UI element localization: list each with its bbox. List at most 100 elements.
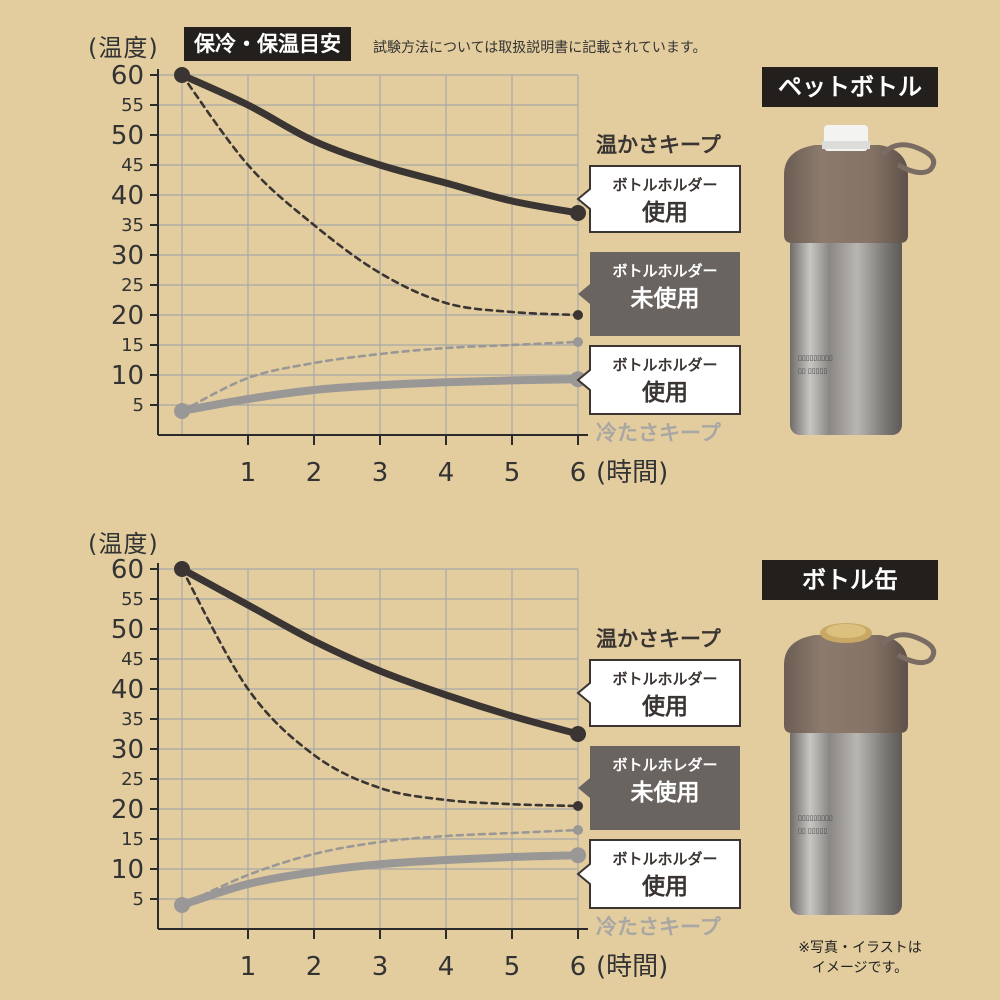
svg-text:▯▯ ▯▯▯▯▯: ▯▯ ▯▯▯▯▯ bbox=[798, 827, 827, 835]
svg-text:▯▯ ▯▯▯▯▯: ▯▯ ▯▯▯▯▯ bbox=[798, 367, 827, 375]
chart1-y-tick-label: 10 bbox=[111, 855, 144, 885]
chart1-x-tick-label: 4 bbox=[438, 952, 455, 982]
product-title-pet-bottle: ペットボトル bbox=[762, 67, 938, 107]
chart1-x-tick-label: 1 bbox=[240, 952, 257, 982]
y-unit-label-bottom: (温度) bbox=[88, 530, 159, 558]
footnote-line-1: ※写真・イラストは bbox=[798, 940, 922, 956]
chart1-y-tick-label: 40 bbox=[111, 675, 144, 705]
chart1-y-tick-label: 45 bbox=[121, 649, 144, 670]
chart1-y-tick-label: 35 bbox=[121, 709, 144, 730]
chart0-x-tick-label: 5 bbox=[504, 458, 521, 488]
chart0-x-tick-label: 2 bbox=[306, 458, 323, 488]
chart1-callout-cold-with-holder-box bbox=[576, 839, 741, 909]
chart0-series-warm-solid-line bbox=[178, 71, 582, 217]
chart0-x-tick-label: 1 bbox=[240, 458, 257, 488]
chart0-y-tick-label: 60 bbox=[111, 61, 144, 91]
chart1-grid bbox=[158, 568, 579, 929]
chart0-callout-warm-with-holder-top: ボトルホルダー bbox=[612, 176, 717, 194]
chart1-series-warm-dashed-line bbox=[180, 567, 580, 808]
chart0-y-tick-label: 35 bbox=[121, 215, 144, 236]
chart0-y-tick-label: 25 bbox=[121, 275, 144, 296]
chart1-series-warm-dashed-end-point bbox=[573, 801, 583, 811]
chart1-cold-section-label: 冷たさキープ bbox=[596, 915, 722, 939]
chart0-y-tick-label: 5 bbox=[133, 395, 144, 416]
chart1-y-tick-label: 25 bbox=[121, 769, 144, 790]
chart0-y-tick-label: 30 bbox=[111, 241, 144, 271]
chart1-y-tick-label: 60 bbox=[111, 555, 144, 585]
section-heading: 保冷・保温目安 bbox=[184, 27, 351, 61]
chart0-warm-section-label: 温かさキープ bbox=[596, 133, 722, 157]
chart1-callout-cold-with-holder-bottom: 使用 bbox=[641, 874, 688, 900]
chart0-series-warm-dashed-end-point bbox=[573, 310, 583, 320]
chart0-y-tick-label: 55 bbox=[121, 95, 144, 116]
chart1-y-tick-label: 30 bbox=[111, 735, 144, 765]
chart1-callout-warm-without-holder-bottom: 未使用 bbox=[631, 780, 700, 806]
chart0-grid bbox=[158, 74, 579, 435]
chart1-callout-warm-with-holder-top: ボトルホルダー bbox=[612, 670, 717, 688]
chart0-y-tick-label: 20 bbox=[111, 301, 144, 331]
chart1-series-cold-solid-line bbox=[178, 851, 582, 909]
chart0-callout-warm-with-holder-box bbox=[576, 165, 741, 233]
chart0-y-tick-label: 45 bbox=[121, 155, 144, 176]
image-footnote: ※写真・イラストは イメージです。 bbox=[760, 938, 960, 978]
chart0-callout-cold-with-holder-bottom: 使用 bbox=[641, 380, 688, 406]
chart0-series-warm-dashed-line bbox=[180, 73, 580, 317]
chart0-y-tick-label: 10 bbox=[111, 361, 144, 391]
chart1-warm-section-label: 温かさキープ bbox=[596, 627, 722, 651]
chart0-series-cold-solid-start-point bbox=[174, 403, 190, 419]
chart1-series-cold-solid-start-point bbox=[174, 897, 190, 913]
chart0-callout-cold-with-holder-top: ボトルホルダー bbox=[612, 356, 717, 374]
chart0-callout-cold-with-holder-box bbox=[576, 345, 741, 415]
chart0-x-unit: (時間) bbox=[596, 458, 668, 488]
chart1-series-cold-solid-end-point bbox=[570, 847, 586, 864]
svg-text:▯▯▯▯▯▯▯▯▯: ▯▯▯▯▯▯▯▯▯ bbox=[798, 814, 833, 822]
chart1-x-tick-label: 6 bbox=[570, 952, 587, 982]
chart1-y-tick-label: 50 bbox=[111, 615, 144, 645]
pet-bottle-holder-image: ▯▯▯▯▯▯▯▯▯ ▯▯ ▯▯▯▯▯ bbox=[784, 125, 937, 435]
chart1-series-cold-dashed-line bbox=[180, 828, 580, 907]
chart1-callout-cold-with-holder-top: ボトルホルダー bbox=[612, 850, 717, 868]
chart0-series-cold-dashed-end-point bbox=[573, 337, 583, 347]
chart1-y-tick-label: 55 bbox=[121, 589, 144, 610]
chart1-x-tick-label: 2 bbox=[306, 952, 323, 982]
chart1-callout-warm-without-holder-top: ボトルホレダー bbox=[612, 756, 717, 774]
svg-text:▯▯▯▯▯▯▯▯▯: ▯▯▯▯▯▯▯▯▯ bbox=[798, 354, 833, 362]
chart1-y-tick-label: 5 bbox=[133, 889, 144, 910]
chart1-callout-warm-with-holder-bottom: 使用 bbox=[641, 694, 688, 720]
chart1-y-tick-label: 15 bbox=[121, 829, 144, 850]
test-method-note: 試験方法については取扱説明書に記載されています。 bbox=[373, 40, 707, 56]
chart0-x-tick-label: 3 bbox=[372, 458, 389, 488]
bottle-can-holder-image: ▯▯▯▯▯▯▯▯▯ ▯▯ ▯▯▯▯▯ bbox=[784, 623, 937, 915]
chart1-series-warm-solid-line bbox=[178, 565, 582, 738]
chart0-callout-warm-without-holder-top: ボトルホルダー bbox=[612, 262, 717, 280]
chart1-x-tick-label: 3 bbox=[372, 952, 389, 982]
chart0-series-cold-solid-line bbox=[178, 375, 582, 415]
y-unit-label-top: (温度) bbox=[88, 34, 159, 62]
chart0-y-tick-label: 50 bbox=[111, 121, 144, 151]
chart1-callout-warm-with-holder-box bbox=[576, 659, 741, 727]
chart0-callout-warm-without-holder-bottom: 未使用 bbox=[631, 286, 700, 312]
chart0-callout-warm-without-holder-box bbox=[578, 252, 740, 336]
chart0-series-warm-solid-end-point bbox=[570, 205, 586, 221]
chart0-series-cold-dashed-line bbox=[180, 340, 580, 413]
chart0-x-tick-label: 6 bbox=[570, 458, 587, 488]
chart0-x-tick-label: 4 bbox=[438, 458, 455, 488]
chart0-callout-warm-with-holder-bottom: 使用 bbox=[641, 200, 688, 226]
chart0-y-tick-label: 15 bbox=[121, 335, 144, 356]
chart1-series-cold-dashed-end-point bbox=[573, 825, 583, 835]
chart1-callout-warm-without-holder-box bbox=[578, 746, 740, 830]
chart1-series-warm-solid-end-point bbox=[570, 726, 586, 742]
chart0-y-tick-label: 40 bbox=[111, 181, 144, 211]
chart1-y-tick-label: 20 bbox=[111, 795, 144, 825]
product-title-bottle-can: ボトル缶 bbox=[762, 560, 938, 600]
chart1-x-tick-label: 5 bbox=[504, 952, 521, 982]
footnote-line-2: イメージです。 bbox=[811, 960, 909, 976]
